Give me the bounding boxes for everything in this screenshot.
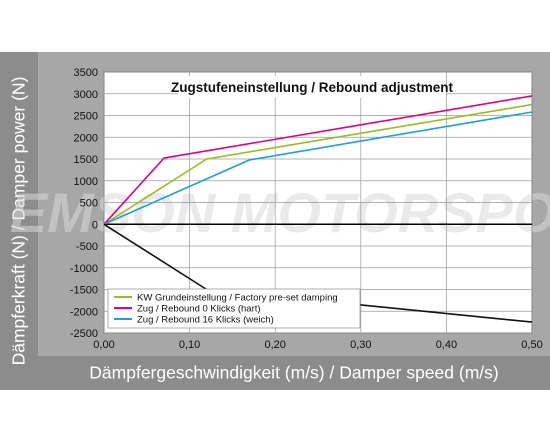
x-tick-label: 0,30 bbox=[350, 339, 371, 351]
chart-title: Zugstufeneinstellung / Rebound adjustmen… bbox=[171, 80, 454, 95]
x-tick-label: 0,50 bbox=[521, 339, 542, 351]
y-tick-label: 0 bbox=[92, 219, 98, 231]
y-tick-label: 3000 bbox=[74, 89, 98, 101]
y-tick-label: -1500 bbox=[70, 285, 98, 297]
y-axis-label-bar bbox=[0, 52, 38, 390]
legend-entry: Zug / Rebound 16 Klicks (weich) bbox=[137, 315, 274, 326]
series-line bbox=[103, 95, 533, 225]
y-tick-label: 3500 bbox=[74, 67, 98, 79]
series-line bbox=[103, 103, 533, 225]
x-tick-label: 0,10 bbox=[179, 339, 200, 351]
x-tick-label: 0,00 bbox=[93, 339, 114, 351]
legend: KW Grundeinstellung / Factory pre-set da… bbox=[107, 288, 361, 329]
y-tick-label: -1000 bbox=[70, 263, 98, 275]
y-tick-label: 2000 bbox=[74, 132, 98, 144]
x-tick-labels: 0,00 0,10 0,20 0,30 0,40 0,50 bbox=[93, 339, 542, 351]
title-box bbox=[178, 76, 446, 98]
series-line bbox=[103, 111, 533, 226]
y-tick-label: 1500 bbox=[74, 154, 98, 166]
y-tick-label: 2500 bbox=[74, 111, 98, 123]
legend-entry: Zug / Rebound 0 Klicks (hart) bbox=[137, 304, 261, 315]
y-tick-label: -500 bbox=[76, 241, 98, 253]
x-tick-label: 0,20 bbox=[264, 339, 285, 351]
y-tick-label: 1000 bbox=[74, 176, 98, 188]
x-axis-label-bar bbox=[38, 356, 550, 390]
y-tick-label: 500 bbox=[80, 198, 98, 210]
y-tick-label: -2000 bbox=[70, 306, 98, 318]
series-lines bbox=[103, 95, 533, 323]
y-tick-labels: 3500 3000 2500 2000 1500 1000 500 0 -500 -1000 -15… bbox=[70, 67, 98, 340]
y-tick-label: -2500 bbox=[70, 328, 98, 340]
x-tick-label: 0,40 bbox=[436, 339, 457, 351]
legend-entry: KW Grundeinstellung / Factory pre-set da… bbox=[137, 293, 338, 304]
x-axis-label: Dämpfergeschwindigkeit (m/s) / Damper sp… bbox=[89, 362, 499, 383]
legend-box bbox=[107, 288, 361, 329]
watermark: EMSON MOTORSPORT bbox=[10, 181, 550, 244]
